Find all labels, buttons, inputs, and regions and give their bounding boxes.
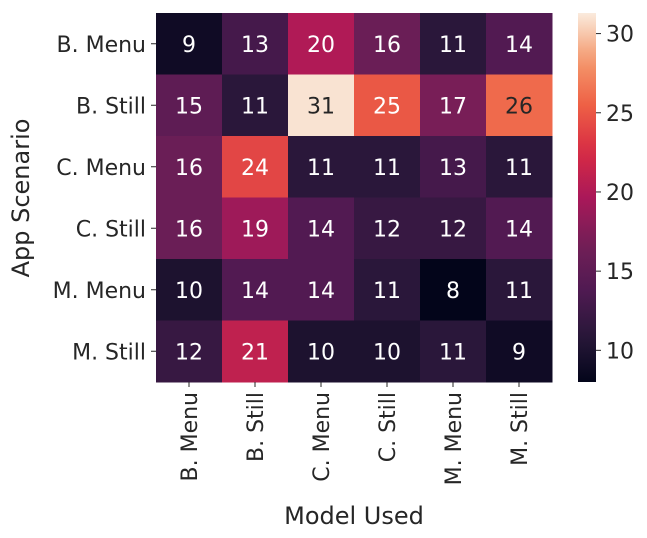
cell-value-label-r0-c3: 16 xyxy=(373,33,401,58)
heatmap-cells: 9 13 20 16 11 14 15 11 31 25 17 26 16 24 11 11 13 11 16 19 1… xyxy=(156,13,553,383)
heatmap-cell-r2-c2 xyxy=(288,136,355,198)
heatmap-cell-r4-c2 xyxy=(288,259,355,321)
heatmap-cell-r1-c3 xyxy=(354,74,421,137)
heatmap-cell-r5-c0 xyxy=(156,320,223,383)
heatmap-cell-r1-c0 xyxy=(156,74,223,137)
x-tick-label-1: B. Still xyxy=(244,392,269,462)
cell-value-label-r0-c0: 9 xyxy=(182,33,196,58)
cell-value-label-r5-c5: 9 xyxy=(512,340,526,365)
heatmap-cell-r2-c0 xyxy=(156,136,223,198)
heatmap-cell-r0-c5 xyxy=(486,13,553,75)
heatmap-cell-r0-c3 xyxy=(354,13,421,75)
heatmap-cell-r4-c5 xyxy=(486,259,553,321)
colorbar-ticks: 10 15 20 25 30 xyxy=(596,23,634,364)
colorbar-tick-label-0: 10 xyxy=(606,339,634,364)
y-tick-label-3: C. Still xyxy=(76,217,146,242)
cell-value-label-r4-c1: 14 xyxy=(241,279,269,304)
cell-value-label-r5-c1: 21 xyxy=(241,340,269,365)
cell-value-label-r1-c0: 15 xyxy=(175,94,203,119)
cell-value-label-r0-c4: 11 xyxy=(439,33,467,58)
x-tick-label-5: M. Still xyxy=(508,392,533,466)
cell-value-label-r3-c3: 12 xyxy=(373,217,401,242)
cell-value-label-r3-c2: 14 xyxy=(307,217,335,242)
cell-value-label-r3-c5: 14 xyxy=(505,217,533,242)
cell-value-label-r2-c2: 11 xyxy=(307,156,335,181)
y-tick-label-4: M. Menu xyxy=(53,279,146,304)
y-axis-label: App Scenario xyxy=(7,119,35,278)
heatmap-cell-r4-c3 xyxy=(354,259,421,321)
x-tick-label-0: B. Menu xyxy=(178,392,203,481)
cell-value-label-r5-c4: 11 xyxy=(439,340,467,365)
heatmap-cell-r3-c2 xyxy=(288,197,355,260)
cell-value-label-r3-c0: 16 xyxy=(175,217,203,242)
cell-value-label-r1-c4: 17 xyxy=(439,94,467,119)
heatmap-cell-r5-c3 xyxy=(354,320,421,383)
colorbar-tick-label-4: 30 xyxy=(606,23,634,48)
heatmap-cell-r1-c1 xyxy=(222,74,289,137)
colorbar-tick-label-1: 15 xyxy=(606,260,634,285)
cell-value-label-r2-c4: 13 xyxy=(439,156,467,181)
heatmap-cell-r0-c0 xyxy=(156,13,223,75)
colorbar-tick-label-3: 25 xyxy=(606,102,634,127)
heatmap-cell-r0-c4 xyxy=(420,13,487,75)
heatmap-cell-r5-c1 xyxy=(222,320,289,383)
heatmap-cell-r4-c1 xyxy=(222,259,289,321)
cell-value-label-r1-c5: 26 xyxy=(505,94,533,119)
heatmap-cell-r5-c2 xyxy=(288,320,355,383)
cell-value-label-r4-c4: 8 xyxy=(446,279,460,304)
cell-value-label-r2-c5: 11 xyxy=(505,156,533,181)
heatmap-cell-r3-c4 xyxy=(420,197,487,260)
heatmap-cell-r4-c0 xyxy=(156,259,223,321)
colorbar-tick-label-2: 20 xyxy=(606,181,634,206)
heatmap-cell-r3-c3 xyxy=(354,197,421,260)
heatmap-cell-r1-c4 xyxy=(420,74,487,137)
heatmap-cell-r0-c1 xyxy=(222,13,289,75)
cell-value-label-r4-c5: 11 xyxy=(505,279,533,304)
heatmap-cell-r1-c5 xyxy=(486,74,553,137)
heatmap-cell-r2-c5 xyxy=(486,136,553,198)
cell-value-label-r0-c2: 20 xyxy=(307,33,335,58)
cell-value-label-r3-c1: 19 xyxy=(241,217,269,242)
cell-value-label-r1-c1: 11 xyxy=(241,94,269,119)
cell-value-label-r1-c2: 31 xyxy=(307,94,335,119)
y-tick-label-0: B. Menu xyxy=(57,33,146,58)
heatmap-cell-r0-c2 xyxy=(288,13,355,75)
heatmap-cell-r2-c1 xyxy=(222,136,289,198)
cell-value-label-r4-c0: 10 xyxy=(175,279,203,304)
heatmap-cell-r4-c4 xyxy=(420,259,487,321)
cell-value-label-r1-c3: 25 xyxy=(373,94,401,119)
heatmap-cell-r3-c5 xyxy=(486,197,553,260)
cell-value-label-r5-c2: 10 xyxy=(307,340,335,365)
cell-value-label-r5-c0: 12 xyxy=(175,340,203,365)
cell-value-label-r2-c0: 16 xyxy=(175,156,203,181)
cell-value-label-r2-c3: 11 xyxy=(373,156,401,181)
y-tick-label-5: M. Still xyxy=(72,340,146,365)
y-tick-label-2: C. Menu xyxy=(56,156,146,181)
cell-value-label-r4-c2: 14 xyxy=(307,279,335,304)
heatmap-cell-r3-c1 xyxy=(222,197,289,260)
x-tick-label-2: C. Menu xyxy=(310,392,335,482)
cell-value-label-r0-c1: 13 xyxy=(241,33,269,58)
heatmap-cell-r5-c5 xyxy=(486,320,553,383)
heatmap-cell-r5-c4 xyxy=(420,320,487,383)
y-tick-labels: B. Menu B. Still C. Menu C. Still M. Menu M. … xyxy=(53,33,156,365)
y-tick-label-1: B. Still xyxy=(76,94,146,119)
heatmap-cell-r3-c0 xyxy=(156,197,223,260)
colorbar: 10 15 20 25 30 xyxy=(578,13,634,382)
heatmap-cell-r2-c3 xyxy=(354,136,421,198)
cell-value-label-r5-c3: 10 xyxy=(373,340,401,365)
x-axis-label: Model Used xyxy=(284,502,424,530)
cell-value-label-r4-c3: 11 xyxy=(373,279,401,304)
x-tick-label-3: C. Still xyxy=(376,392,401,462)
colorbar-gradient xyxy=(578,13,596,382)
cell-value-label-r0-c5: 14 xyxy=(505,33,533,58)
cell-value-label-r3-c4: 12 xyxy=(439,217,467,242)
heatmap-cell-r1-c2 xyxy=(288,74,355,137)
heatmap-cell-r2-c4 xyxy=(420,136,487,198)
x-tick-labels: B. Menu B. Still C. Menu C. Still M. Menu M. … xyxy=(178,382,533,485)
cell-value-label-r2-c1: 24 xyxy=(241,156,269,181)
x-tick-label-4: M. Menu xyxy=(442,392,467,485)
